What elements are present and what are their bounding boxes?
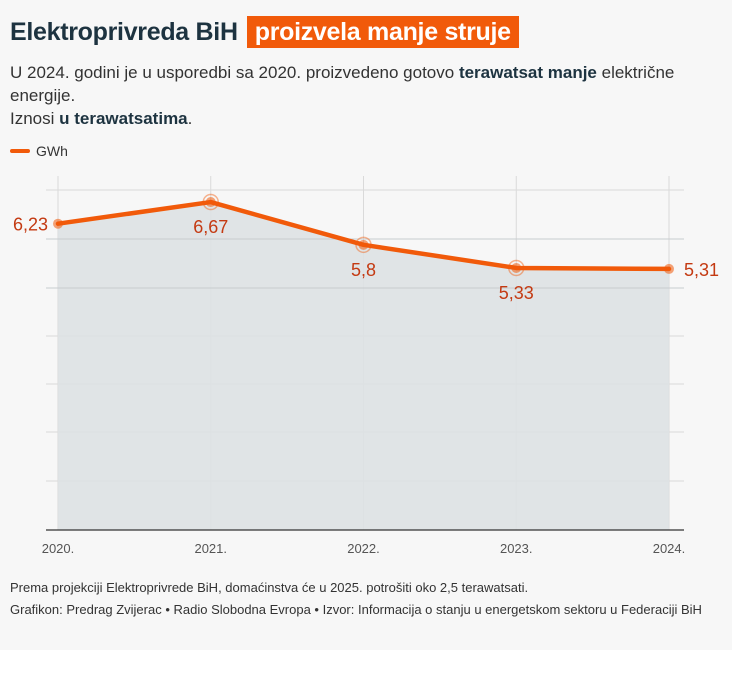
data-label: 6,67 xyxy=(193,217,228,237)
legend-label: GWh xyxy=(36,143,68,159)
subtitle-text: . xyxy=(187,109,193,128)
subtitle-bold: terawatsat manje xyxy=(458,63,597,82)
subtitle-line-1: U 2024. godini je u usporedbi sa 2020. p… xyxy=(10,61,710,107)
chart-footer: Prema projekciji Elektroprivrede BiH, do… xyxy=(10,579,722,623)
data-label: 6,23 xyxy=(13,215,48,235)
subtitle-text: U 2024. godini je u usporedbi sa 2020. p… xyxy=(10,63,459,82)
data-label: 5,33 xyxy=(499,283,534,303)
data-point xyxy=(53,218,63,229)
series-area xyxy=(58,202,669,530)
chart-plot: 6,23 6,67 5,8 5,33 5,31 2020. 2021. 2022. 2023. 2… xyxy=(13,176,719,556)
data-label: 5,8 xyxy=(351,260,376,280)
data-point xyxy=(205,197,216,208)
data-point-halo xyxy=(355,236,372,254)
subtitle-bold: u terawatsatima xyxy=(59,109,188,128)
subtitle-text: električne energije. xyxy=(10,63,675,105)
x-tick-label: 2023. xyxy=(500,541,533,556)
legend: GWh xyxy=(10,143,68,159)
x-tick-label: 2021. xyxy=(194,541,227,556)
x-tick-label: 2022. xyxy=(347,541,380,556)
subtitle-text: Iznosi xyxy=(10,109,60,128)
data-point xyxy=(358,239,369,250)
footer-note: Prema projekciji Elektroprivrede BiH, do… xyxy=(10,580,529,595)
data-point-halo xyxy=(508,259,525,277)
data-label: 5,31 xyxy=(684,260,719,280)
data-point xyxy=(511,262,522,273)
title-highlight: proizvela manje struje xyxy=(246,16,519,48)
chart-subtitle: U 2024. godini je u usporedbi sa 2020. p… xyxy=(10,61,710,130)
chart-title: Elektroprivreda BiH proizvela manje stru… xyxy=(10,16,519,48)
subtitle-line-2: Iznosi u terawatsatima. xyxy=(10,107,710,130)
data-point-halo xyxy=(202,193,219,211)
chart-card: Elektroprivreda BiH proizvela manje stru… xyxy=(10,16,722,623)
legend-swatch xyxy=(10,149,30,153)
footer-credits: Grafikon: Predrag Zvijerac • Radio Slobo… xyxy=(10,602,702,617)
title-plain: Elektroprivreda BiH xyxy=(10,17,238,46)
x-tick-label: 2024. xyxy=(653,541,686,556)
x-tick-label: 2020. xyxy=(42,541,75,556)
data-point xyxy=(664,263,674,274)
